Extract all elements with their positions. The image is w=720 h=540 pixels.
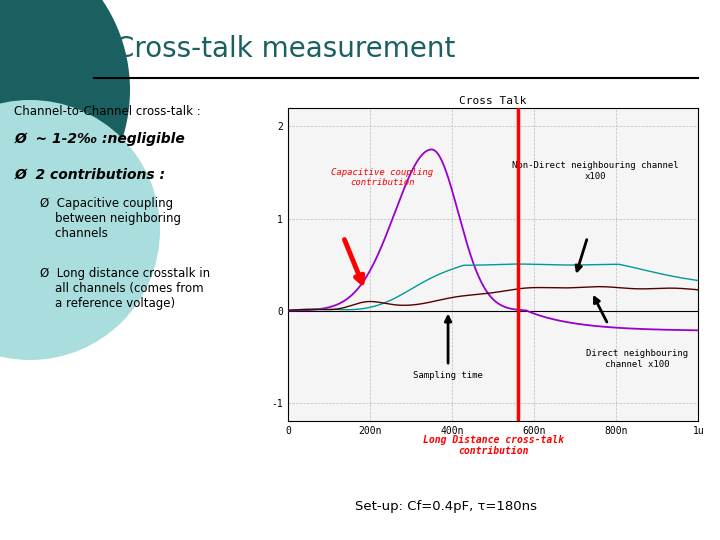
Text: Cross-talk measurement: Cross-talk measurement: [115, 35, 456, 63]
Text: Direct neighbouring
channel x100: Direct neighbouring channel x100: [586, 349, 688, 369]
Text: Set-up: Cf=0.4pF, τ=180ns: Set-up: Cf=0.4pF, τ=180ns: [356, 500, 537, 513]
Text: Ø  Capacitive coupling
    between neighboring
    channels: Ø Capacitive coupling between neighborin…: [40, 197, 181, 240]
Text: Sampling time: Sampling time: [413, 370, 483, 380]
Title: Cross Talk: Cross Talk: [459, 96, 527, 106]
Text: Non-Direct neighbouring channel
x100: Non-Direct neighbouring channel x100: [513, 161, 679, 181]
Text: Channel-to-Channel cross-talk :: Channel-to-Channel cross-talk :: [14, 105, 201, 118]
Text: Long Distance cross-talk
contribution: Long Distance cross-talk contribution: [423, 435, 564, 456]
Text: Capacitive coupling
contribution: Capacitive coupling contribution: [331, 168, 433, 187]
Circle shape: [0, 100, 160, 360]
Text: Ø  ~ 1-2‰ :negligible: Ø ~ 1-2‰ :negligible: [14, 132, 185, 146]
Text: Ø  Long distance crosstalk in
    all channels (comes from
    a reference volta: Ø Long distance crosstalk in all channel…: [40, 267, 210, 310]
Circle shape: [0, 0, 130, 250]
Text: Ø  2 contributions :: Ø 2 contributions :: [14, 167, 166, 181]
